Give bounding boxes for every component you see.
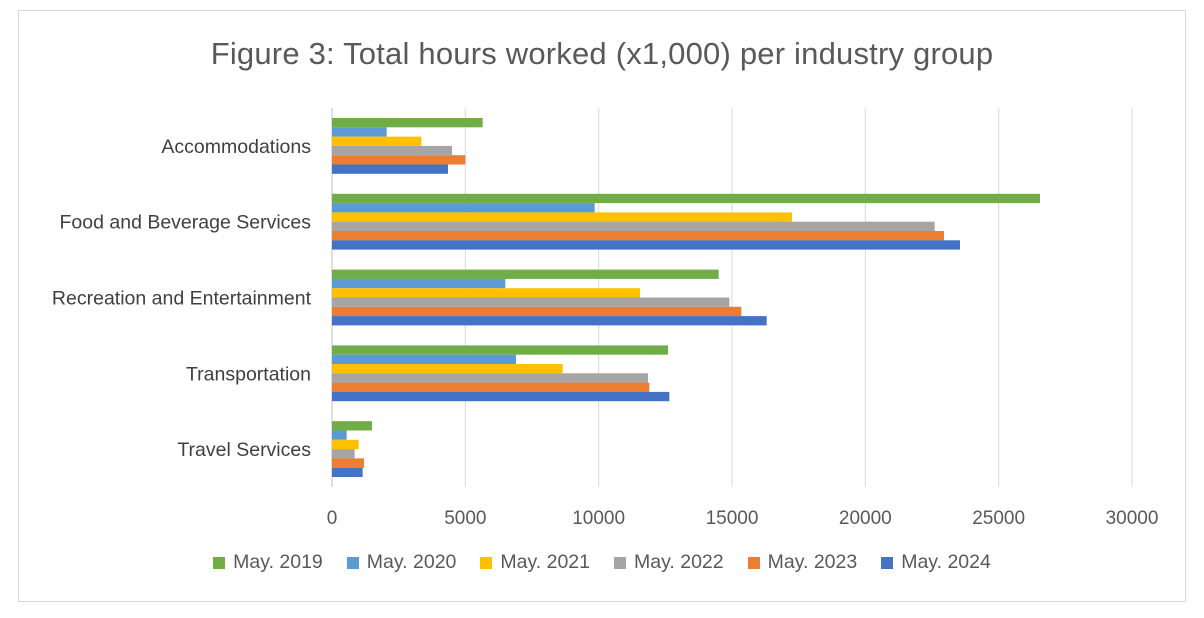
legend-label: May. 2021 xyxy=(500,551,590,573)
bar xyxy=(332,203,595,213)
legend-swatch xyxy=(346,556,359,569)
legend-item: May. 2020 xyxy=(346,551,457,574)
category-label: Transportation xyxy=(186,363,311,385)
bar xyxy=(332,354,516,364)
legend-item: May. 2021 xyxy=(480,551,590,574)
bar xyxy=(332,278,506,289)
x-tick-label: 10000 xyxy=(572,508,625,529)
x-tick-label: 20000 xyxy=(839,508,892,529)
bar xyxy=(332,127,387,137)
bar xyxy=(332,316,767,326)
legend-label: May. 2023 xyxy=(767,551,858,573)
x-tick-label: 5000 xyxy=(444,508,486,529)
legend-label: May. 2024 xyxy=(901,551,991,573)
bar xyxy=(332,118,483,128)
bar xyxy=(332,212,792,222)
category-label: Travel Services xyxy=(177,439,311,461)
legend-swatch xyxy=(480,556,493,569)
bar xyxy=(332,164,448,174)
bar xyxy=(332,382,650,392)
x-tick-label: 30000 xyxy=(1106,508,1159,529)
bar xyxy=(332,145,452,156)
legend-swatch xyxy=(614,556,626,569)
bar xyxy=(332,231,944,241)
bar xyxy=(332,345,668,355)
bar xyxy=(332,373,648,383)
x-tick-label: 15000 xyxy=(706,508,759,529)
bar xyxy=(332,221,935,231)
legend-item: May. 2024 xyxy=(881,551,991,574)
bar xyxy=(332,193,1040,204)
x-tick-label: 25000 xyxy=(972,508,1025,529)
bar xyxy=(332,449,355,459)
legend-label: May. 2022 xyxy=(634,551,724,573)
chart-legend: May. 2019 May. 2020 May. 2021 May. 2022 May.… xyxy=(0,551,1204,574)
x-tick-label: 0 xyxy=(327,508,338,529)
legend-label: May. 2019 xyxy=(233,551,323,573)
legend-item: May. 2019 xyxy=(213,551,323,574)
bar xyxy=(332,288,640,298)
legend-swatch xyxy=(213,556,226,569)
legend-label: May. 2020 xyxy=(366,551,457,573)
legend-swatch xyxy=(881,556,894,569)
bar xyxy=(332,467,363,477)
legend-swatch xyxy=(747,556,760,569)
bar xyxy=(332,430,347,440)
bar xyxy=(332,391,670,402)
bar xyxy=(332,306,742,317)
category-label: Accommodations xyxy=(161,136,311,158)
legend-item: May. 2023 xyxy=(747,551,858,574)
category-label: Food and Beverage Services xyxy=(60,212,312,234)
bar xyxy=(332,155,466,165)
bar xyxy=(332,364,563,374)
bar xyxy=(332,240,960,250)
bar xyxy=(332,136,422,146)
bar xyxy=(332,439,359,450)
bar xyxy=(332,269,719,279)
legend-item: May. 2022 xyxy=(614,551,724,574)
bar xyxy=(332,458,364,468)
bar xyxy=(332,297,730,307)
chart-title: Figure 3: Total hours worked (x1,000) pe… xyxy=(210,36,994,71)
category-label: Recreation and Entertainment xyxy=(52,288,312,310)
bar xyxy=(332,421,372,431)
